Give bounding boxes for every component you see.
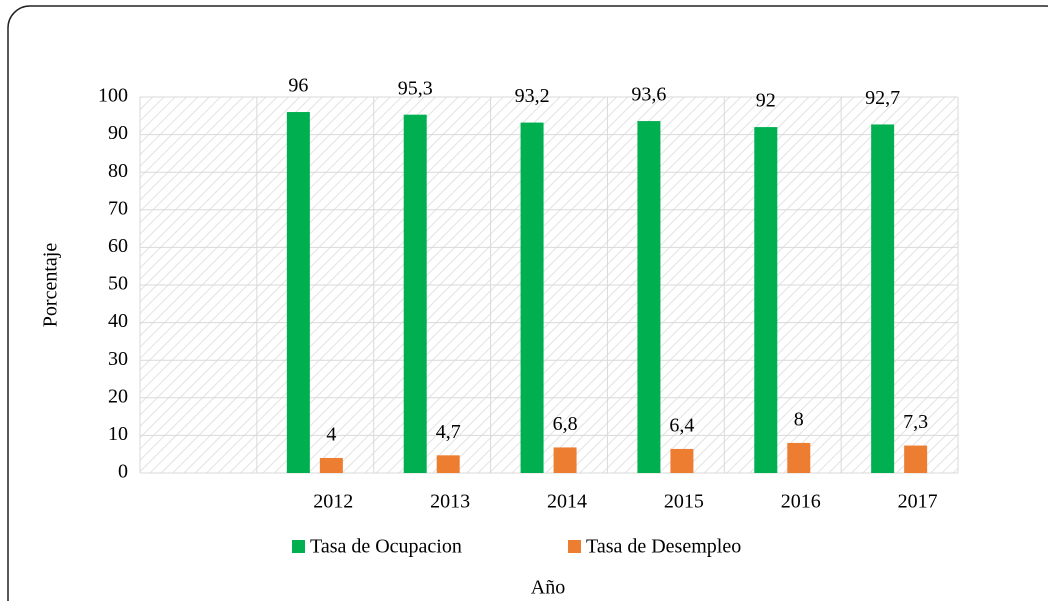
- y-tick-label: 90: [108, 122, 128, 144]
- x-tick-label: 2012: [313, 491, 353, 513]
- y-tick-label: 60: [108, 235, 128, 257]
- bar: [787, 442, 811, 473]
- data-label: 92,7: [865, 87, 900, 109]
- x-tick-label: 2015: [664, 491, 704, 513]
- data-label: 93,6: [631, 84, 666, 106]
- data-label: 92: [756, 90, 776, 112]
- legend-label: Tasa de Ocupacion: [310, 536, 462, 558]
- legend-swatch: [568, 540, 581, 553]
- bar: [436, 455, 460, 473]
- y-tick-label: 20: [108, 385, 128, 407]
- legend-swatch: [292, 540, 305, 553]
- y-tick-label: 70: [108, 197, 128, 219]
- x-axis-label: Año: [531, 577, 565, 599]
- x-tick-label: 2017: [898, 491, 938, 513]
- bar: [637, 121, 661, 474]
- y-tick-label: 80: [108, 160, 128, 182]
- bar: [871, 124, 895, 473]
- data-label: 6,8: [553, 413, 578, 435]
- data-label: 93,2: [515, 85, 550, 107]
- y-axis-label: Porcentaje: [40, 243, 62, 328]
- data-label: 96: [288, 75, 308, 97]
- data-label: 95,3: [398, 77, 433, 99]
- y-tick-label: 0: [118, 461, 128, 483]
- bar: [286, 112, 310, 473]
- bar: [553, 447, 577, 473]
- data-label: 4: [326, 424, 336, 446]
- data-label: 7,3: [903, 411, 928, 433]
- bar: [670, 448, 694, 473]
- bar: [904, 445, 928, 473]
- data-label: 8: [794, 409, 804, 431]
- y-tick-label: 30: [108, 348, 128, 370]
- x-tick-label: 2014: [547, 491, 587, 513]
- x-tick-label: 2016: [781, 491, 821, 513]
- x-tick-label: 2013: [430, 491, 470, 513]
- bar: [520, 122, 544, 474]
- legend-label: Tasa de Desempleo: [586, 536, 741, 558]
- bar: [319, 457, 343, 473]
- y-tick-label: 40: [108, 310, 128, 332]
- bar: [403, 114, 427, 473]
- y-tick-label: 50: [108, 273, 128, 295]
- y-tick-label: 10: [108, 423, 128, 445]
- data-label: 4,7: [436, 421, 461, 443]
- data-label: 6,4: [669, 415, 694, 437]
- y-tick-label: 100: [98, 85, 128, 107]
- bar: [754, 127, 778, 473]
